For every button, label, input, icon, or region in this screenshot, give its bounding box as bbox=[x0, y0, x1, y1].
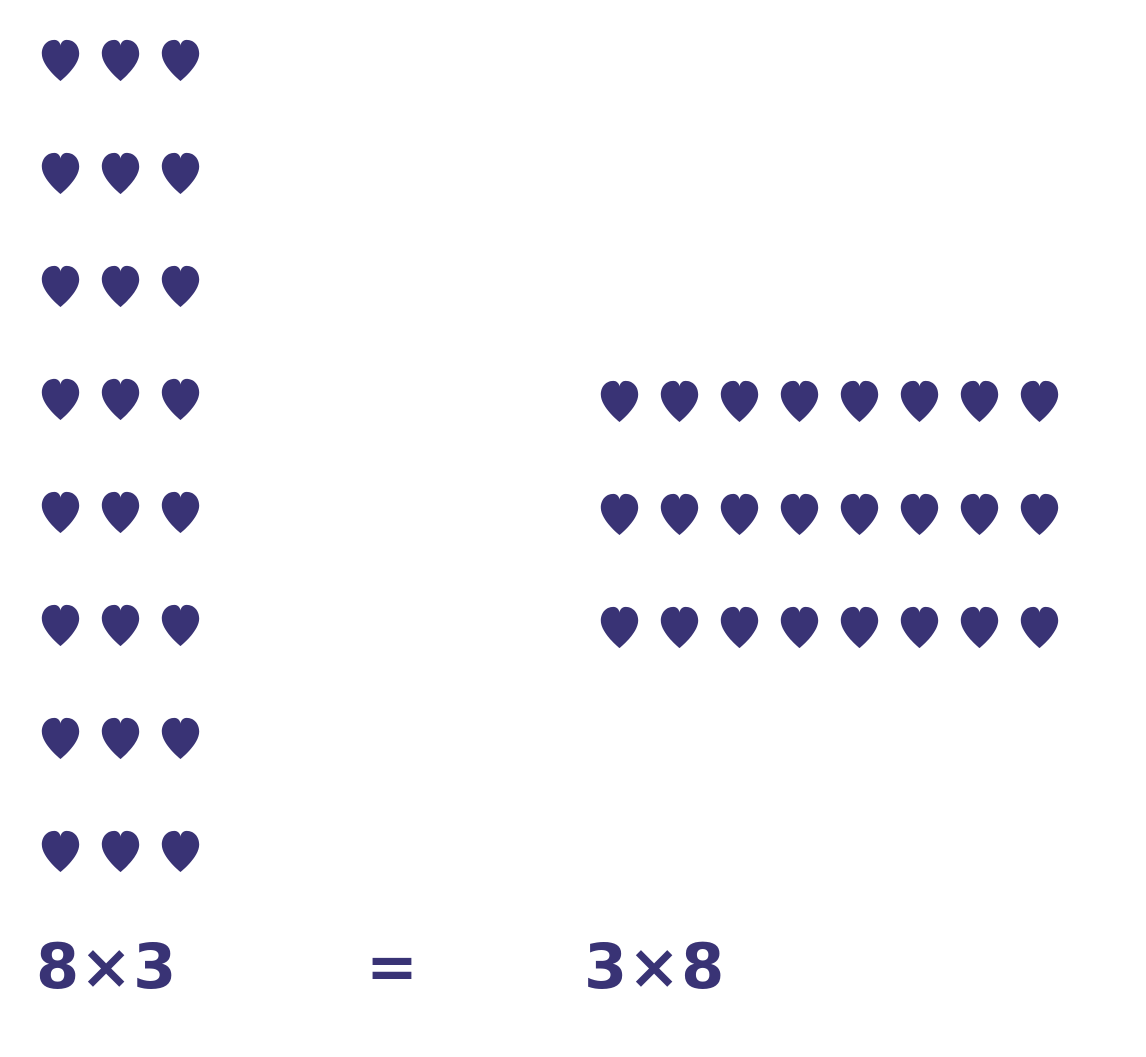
heart-array-left bbox=[39, 37, 219, 941]
heart-icon bbox=[1018, 378, 1078, 491]
heart-icon bbox=[99, 602, 159, 715]
heart-icon bbox=[159, 263, 219, 376]
heart-icon bbox=[598, 378, 658, 491]
heart-icon bbox=[39, 489, 99, 602]
heart-icon bbox=[39, 602, 99, 715]
heart-icon bbox=[958, 491, 1018, 604]
heart-icon bbox=[39, 150, 99, 263]
equals-sign: = bbox=[366, 930, 419, 1003]
heart-icon bbox=[1018, 604, 1078, 717]
heart-icon bbox=[99, 715, 159, 828]
heart-icon bbox=[39, 37, 99, 150]
heart-icon bbox=[718, 604, 778, 717]
heart-icon bbox=[958, 604, 1018, 717]
heart-icon bbox=[658, 378, 718, 491]
heart-icon bbox=[718, 491, 778, 604]
heart-icon bbox=[39, 263, 99, 376]
heart-icon bbox=[39, 376, 99, 489]
right-expression: 3×8 bbox=[584, 930, 726, 1003]
heart-icon bbox=[1018, 491, 1078, 604]
heart-icon bbox=[39, 828, 99, 941]
heart-icon bbox=[898, 378, 958, 491]
heart-icon bbox=[99, 489, 159, 602]
heart-icon bbox=[838, 604, 898, 717]
heart-icon bbox=[99, 376, 159, 489]
heart-icon bbox=[99, 263, 159, 376]
heart-icon bbox=[39, 715, 99, 828]
heart-icon bbox=[159, 376, 219, 489]
heart-icon bbox=[159, 715, 219, 828]
heart-icon bbox=[778, 491, 838, 604]
heart-icon bbox=[159, 602, 219, 715]
heart-icon bbox=[598, 491, 658, 604]
left-expression: 8×3 bbox=[36, 930, 178, 1003]
heart-icon bbox=[658, 491, 718, 604]
heart-icon bbox=[159, 828, 219, 941]
heart-array-right bbox=[598, 378, 1078, 717]
heart-icon bbox=[898, 604, 958, 717]
heart-icon bbox=[159, 150, 219, 263]
heart-icon bbox=[838, 378, 898, 491]
heart-icon bbox=[838, 491, 898, 604]
heart-icon bbox=[898, 491, 958, 604]
heart-icon bbox=[159, 37, 219, 150]
heart-icon bbox=[159, 489, 219, 602]
equation-row: 8×3 = 3×8 bbox=[0, 932, 1146, 1012]
heart-icon bbox=[99, 37, 159, 150]
heart-icon bbox=[658, 604, 718, 717]
heart-icon bbox=[598, 604, 658, 717]
heart-icon bbox=[778, 604, 838, 717]
heart-icon bbox=[958, 378, 1018, 491]
heart-icon bbox=[99, 150, 159, 263]
heart-icon bbox=[718, 378, 778, 491]
heart-icon bbox=[99, 828, 159, 941]
heart-icon bbox=[778, 378, 838, 491]
